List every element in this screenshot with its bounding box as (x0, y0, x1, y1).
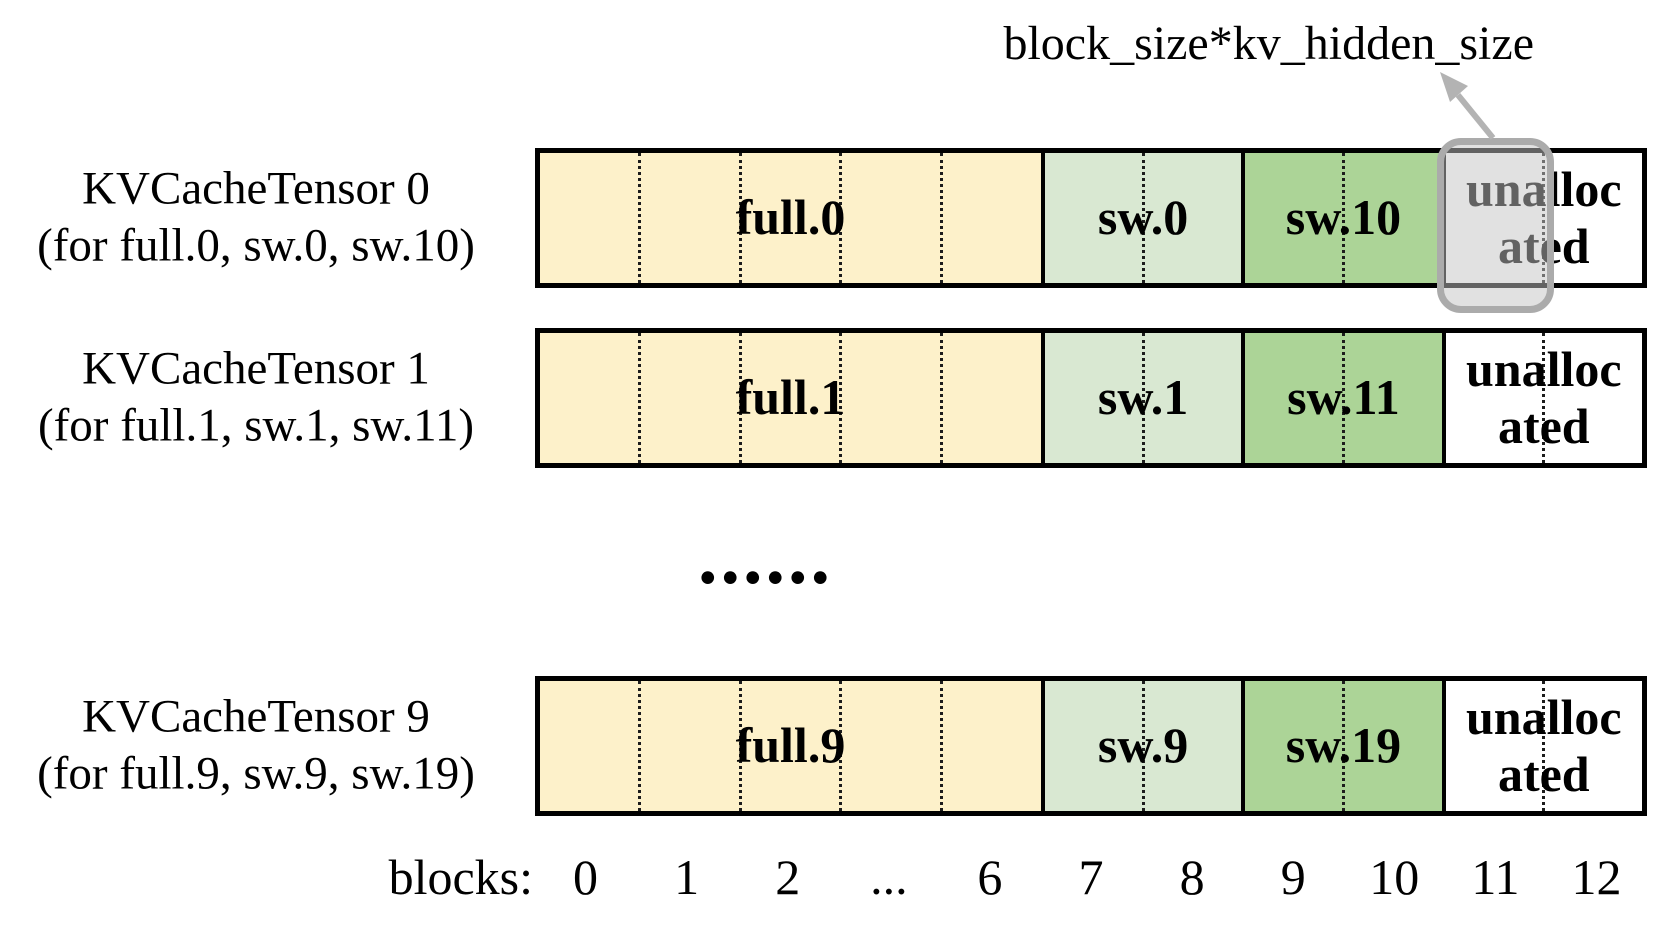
rows-ellipsis: ...... (698, 513, 833, 600)
segment-full-1-label: full.1 (735, 369, 846, 426)
block-index-7: 7 (1078, 849, 1104, 905)
blocks-axis-label: blocks: (388, 849, 533, 905)
block-index-9: 9 (1280, 849, 1306, 905)
tensor-row-1-title: KVCacheTensor 1 (82, 342, 430, 395)
tensor-row-1: KVCacheTensor 1 (for full.1, sw.1, sw.11… (0, 328, 1676, 468)
block-index-ellipsis: ... (870, 849, 908, 905)
segment-full-0-label: full.0 (735, 189, 846, 246)
segment-full-9-label: full.9 (735, 717, 846, 774)
block-grid (1045, 333, 1241, 463)
segment-sw-11-label: sw.11 (1287, 369, 1400, 426)
block-grid (1245, 681, 1441, 811)
block-grid (1446, 681, 1642, 811)
segment-sw-0: sw.0 (1040, 153, 1242, 283)
block-index-2: 2 (775, 849, 801, 905)
tensor-row-1-subtitle: (for full.1, sw.1, sw.11) (38, 400, 474, 452)
segment-full-0: full.0 (540, 153, 1041, 283)
block-grid (540, 333, 1041, 463)
segment-sw-19-label: sw.19 (1285, 717, 1402, 774)
segment-sw-0-label: sw.0 (1097, 189, 1189, 246)
tensor-row-9-label: KVCacheTensor 9 (for full.9, sw.9, sw.19… (10, 689, 502, 804)
segment-sw-19: sw.19 (1241, 681, 1442, 811)
block-index-10: 10 (1369, 849, 1420, 905)
tensor-row-1-bar: full.1 sw.1 sw.11 unallocated (535, 328, 1647, 468)
segment-sw-10: sw.10 (1241, 153, 1442, 283)
block-index-row: 0 1 2 ... 6 7 8 9 10 11 12 (535, 848, 1647, 906)
segment-sw-9-label: sw.9 (1097, 717, 1189, 774)
segment-unallocated-1-label: unallocated (1466, 340, 1622, 455)
segment-unallocated-9-label: unallocated (1466, 688, 1622, 803)
tensor-row-9-title: KVCacheTensor 9 (82, 690, 430, 743)
block-index-1: 1 (674, 849, 700, 905)
block-grid (540, 681, 1041, 811)
block-grid (1245, 153, 1441, 283)
segment-sw-11: sw.11 (1241, 333, 1442, 463)
tensor-row-0-label: KVCacheTensor 0 (for full.0, sw.0, sw.10… (10, 161, 502, 276)
tensor-row-0-subtitle: (for full.0, sw.0, sw.10) (37, 220, 475, 272)
block-grid (540, 153, 1041, 283)
segment-unallocated-9: unallocated (1441, 681, 1642, 811)
block-index-8: 8 (1179, 849, 1205, 905)
tensor-row-9: KVCacheTensor 9 (for full.9, sw.9, sw.19… (0, 676, 1676, 816)
tensor-row-9-subtitle: (for full.9, sw.9, sw.19) (37, 748, 475, 800)
segment-sw-10-label: sw.10 (1285, 189, 1402, 246)
block-index-6: 6 (977, 849, 1003, 905)
block-grid (1446, 333, 1642, 463)
segment-sw-1-label: sw.1 (1097, 369, 1189, 426)
tensor-row-1-label: KVCacheTensor 1 (for full.1, sw.1, sw.11… (10, 341, 502, 456)
block-grid (1045, 153, 1241, 283)
block-index-0: 0 (573, 849, 599, 905)
block-size-annotation: block_size*kv_hidden_size (1003, 17, 1534, 70)
block-index-11: 11 (1471, 849, 1520, 905)
annotation-arrow-icon (1440, 72, 1496, 140)
block-index-12: 12 (1571, 849, 1622, 905)
tensor-row-9-bar: full.9 sw.9 sw.19 unallocated (535, 676, 1647, 816)
highlighted-block-outline (1437, 138, 1554, 313)
segment-sw-9: sw.9 (1040, 681, 1242, 811)
segment-full-1: full.1 (540, 333, 1041, 463)
block-grid (1245, 333, 1441, 463)
block-grid (1045, 681, 1241, 811)
segment-sw-1: sw.1 (1040, 333, 1242, 463)
segment-unallocated-1: unallocated (1441, 333, 1642, 463)
tensor-row-0-title: KVCacheTensor 0 (82, 162, 430, 215)
tensor-row-0: KVCacheTensor 0 (for full.0, sw.0, sw.10… (0, 148, 1676, 288)
segment-full-9: full.9 (540, 681, 1041, 811)
